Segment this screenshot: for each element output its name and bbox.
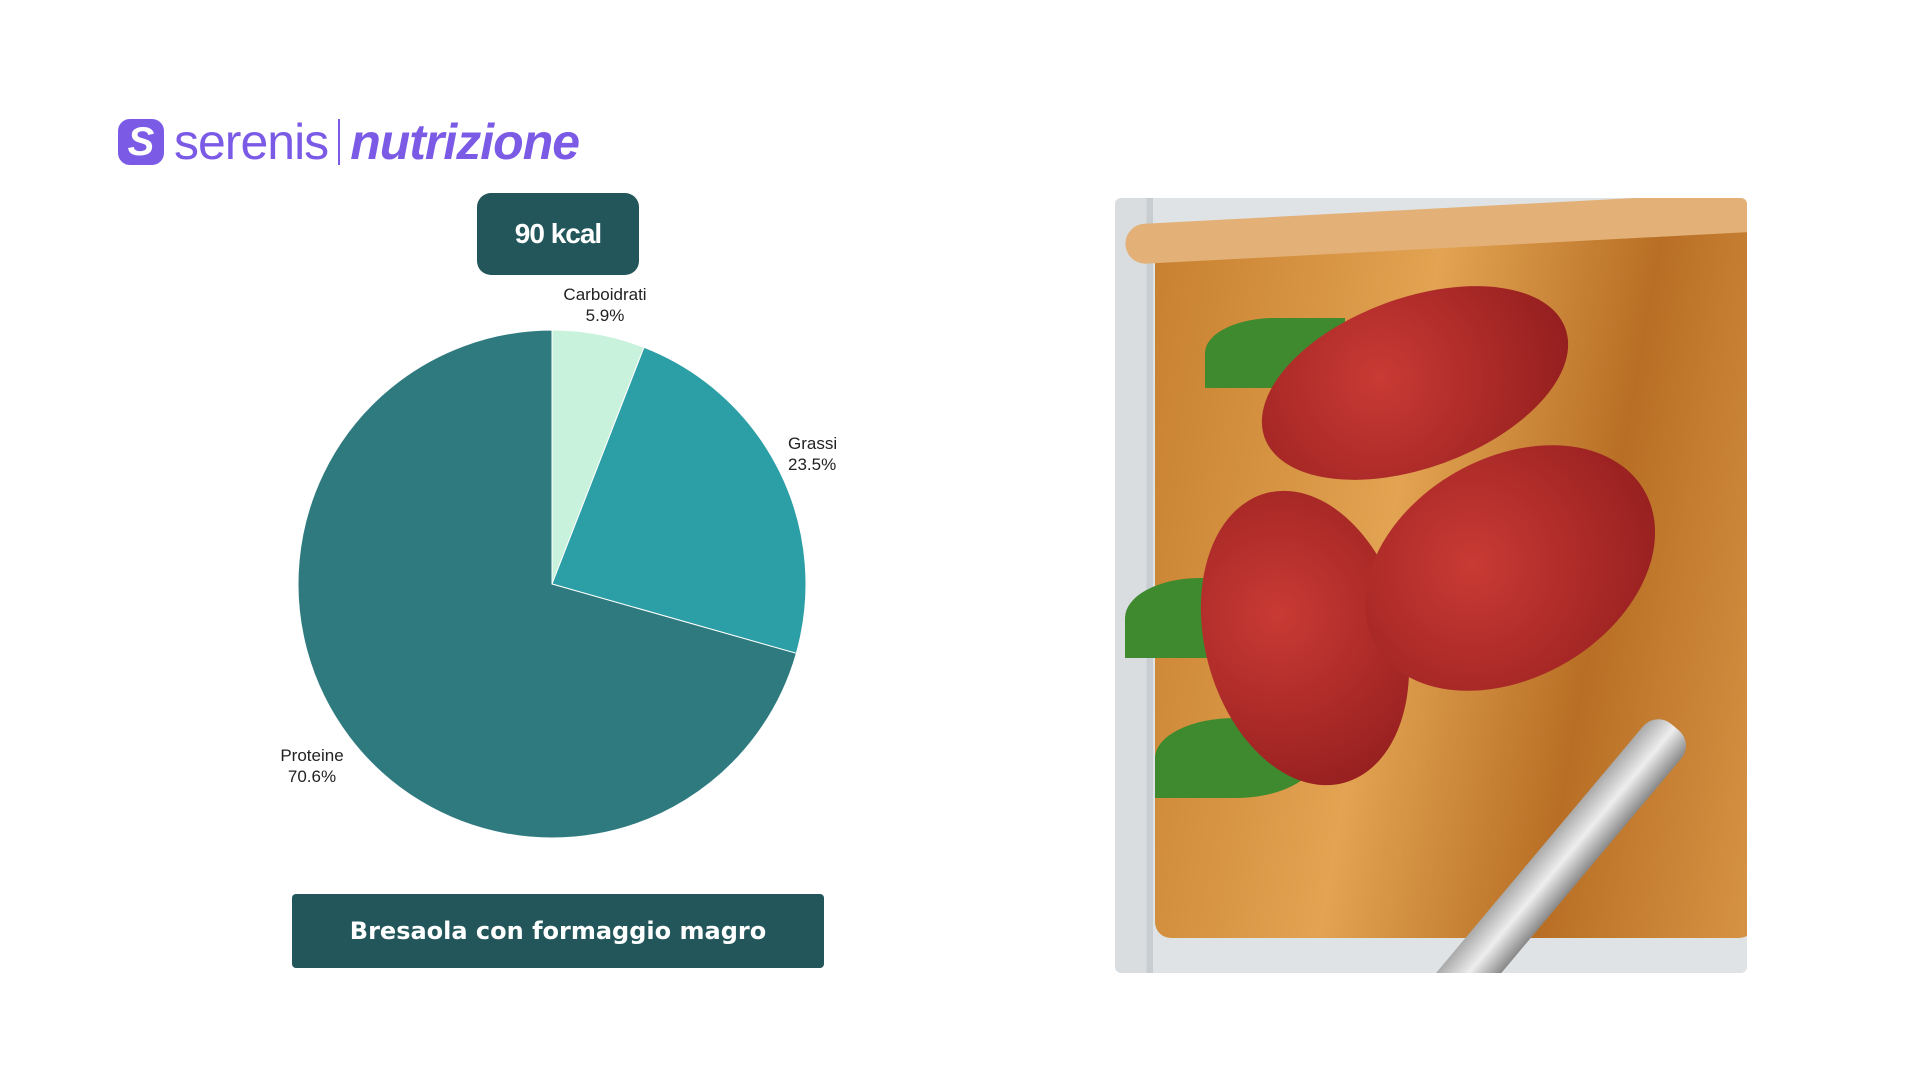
label-value: 23.5% [788, 455, 837, 474]
label-value: 70.6% [287, 767, 337, 786]
label-name: Grassi [788, 434, 838, 453]
pie-slice-grassi [551, 346, 807, 654]
bresaola-rolls-photo [1115, 198, 1747, 973]
label-name: Proteine [280, 746, 344, 765]
kcal-badge: 90 kcal [477, 193, 639, 275]
dish-name-button[interactable]: Bresaola con formaggio magro [292, 894, 824, 968]
logo-divider [338, 119, 341, 165]
label-value: 5.9% [585, 306, 625, 325]
brand-product: nutrizione [350, 114, 580, 170]
pie-slice-proteine [297, 329, 797, 839]
brand-name: serenis [174, 114, 329, 170]
label-carboidrati: Carboidrati 5.9% [545, 284, 665, 326]
label-proteine: Proteine 70.6% [262, 745, 362, 787]
serenis-logo-icon: S [118, 119, 164, 165]
label-grassi: Grassi 23.5% [788, 433, 837, 475]
label-name: Carboidrati [563, 285, 647, 304]
serenis-nutrizione-logo: S serenis nutrizione [118, 112, 580, 172]
